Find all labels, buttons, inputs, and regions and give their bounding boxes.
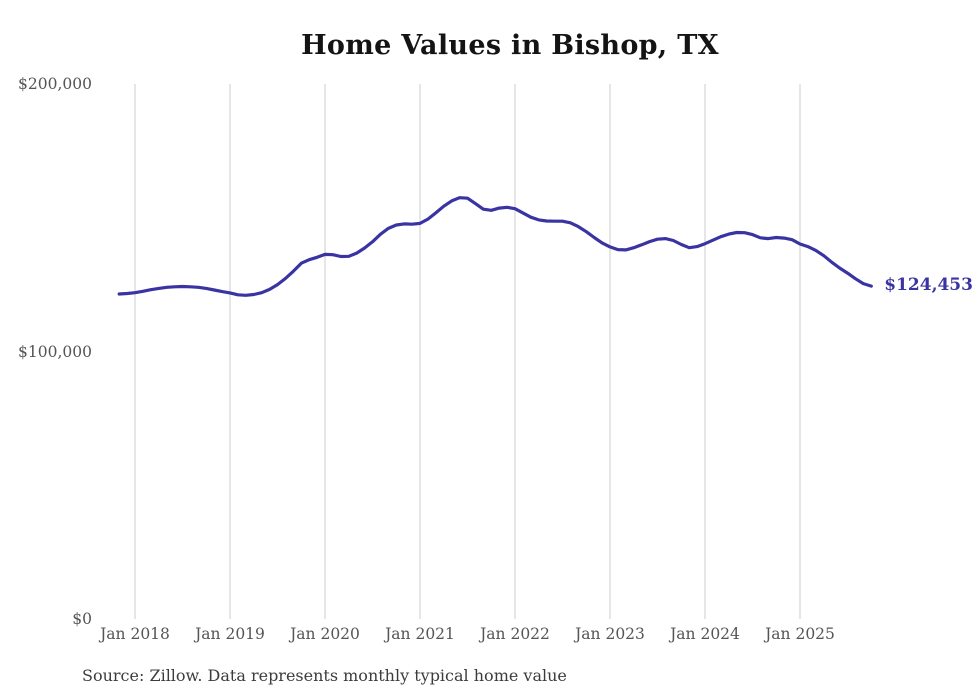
x-axis-tick-label: Jan 2022 <box>480 625 550 643</box>
x-axis-tick-label: Jan 2024 <box>670 625 740 643</box>
x-axis-tick-label: Jan 2019 <box>195 625 265 643</box>
y-axis-tick-label: $100,000 <box>18 342 92 361</box>
home-value-line <box>117 196 873 297</box>
x-axis-tick-label: Jan 2018 <box>100 625 170 643</box>
y-axis-tick-label: $200,000 <box>18 75 92 93</box>
y-axis-tick-label: $0 <box>72 610 92 628</box>
last-value-label: $124,453 <box>884 275 973 296</box>
x-axis-tick-label: Jan 2023 <box>575 625 645 643</box>
chart-title: Home Values in Bishop, TX <box>301 30 719 61</box>
x-axis-tick-label: Jan 2021 <box>385 625 455 643</box>
source-note: Source: Zillow. Data represents monthly … <box>82 666 567 685</box>
x-axis-tick-label: Jan 2020 <box>290 625 360 643</box>
x-axis-tick-label: Jan 2025 <box>765 625 835 643</box>
